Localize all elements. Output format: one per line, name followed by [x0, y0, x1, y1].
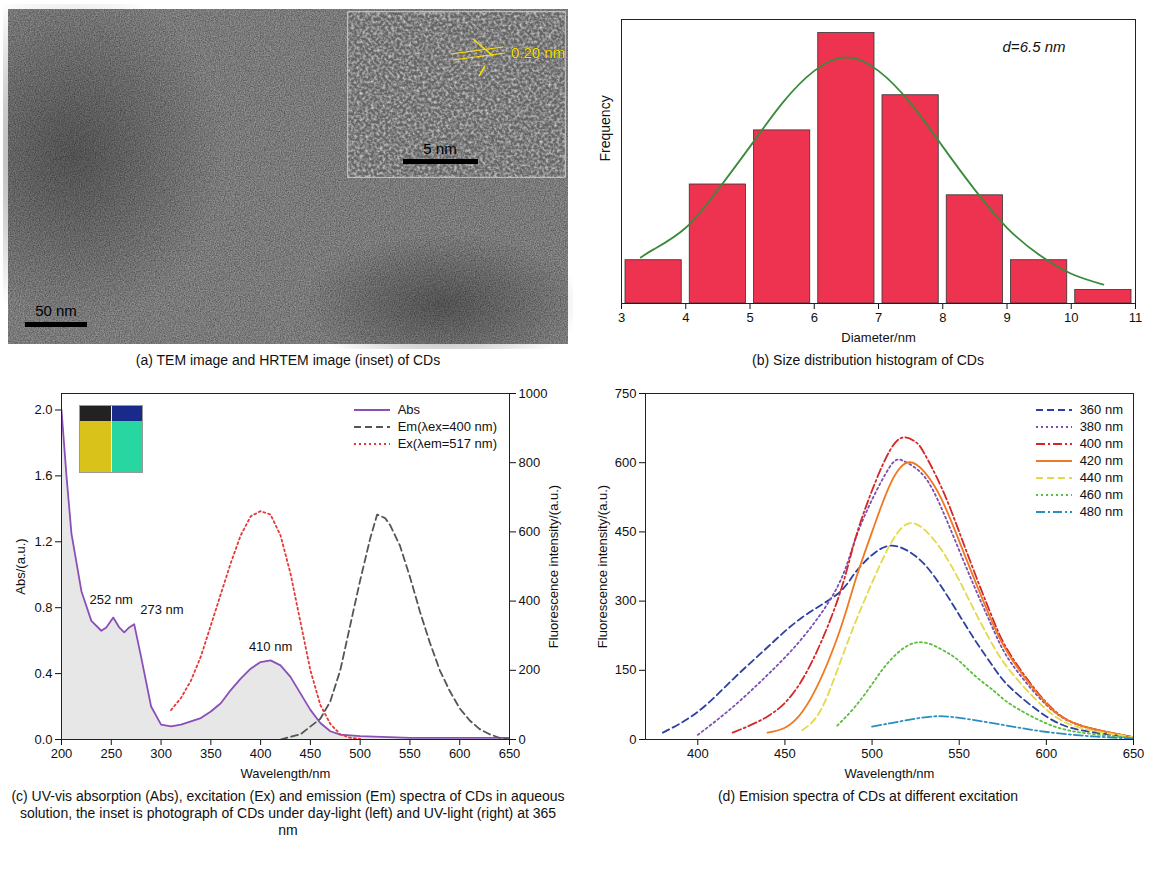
svg-text:Fluorescence intensity/(a.u.): Fluorescence intensity/(a.u.) — [546, 485, 561, 648]
svg-text:450: 450 — [615, 524, 637, 539]
svg-text:650: 650 — [1123, 746, 1145, 761]
svg-text:200: 200 — [519, 662, 541, 677]
svg-text:Fluorescence intensity/(a.u.): Fluorescence intensity/(a.u.) — [595, 485, 610, 648]
svg-text:11: 11 — [1129, 310, 1143, 325]
html-text:400 nm: 400 nm — [1079, 436, 1123, 451]
svg-text:150: 150 — [615, 662, 637, 677]
svg-text:4: 4 — [682, 310, 689, 325]
svg-text:Wavelength/nm: Wavelength/nm — [241, 766, 331, 781]
html-text:Ex(λem=517 nm): Ex(λem=517 nm) — [397, 436, 497, 451]
svg-text:500: 500 — [349, 746, 371, 761]
svg-text:200: 200 — [51, 746, 73, 761]
svg-text:400: 400 — [687, 746, 709, 761]
svg-text:600: 600 — [519, 524, 541, 539]
svg-text:600: 600 — [449, 746, 471, 761]
svg-text:0.20 nm: 0.20 nm — [511, 44, 565, 61]
svg-text:250: 250 — [100, 746, 122, 761]
svg-text:550: 550 — [399, 746, 421, 761]
svg-text:0: 0 — [519, 732, 526, 747]
svg-text:3: 3 — [618, 310, 625, 325]
svg-text:1000: 1000 — [519, 386, 548, 401]
html-text:420 nm: 420 nm — [1079, 453, 1123, 468]
svg-text:400: 400 — [519, 593, 541, 608]
svg-text:550: 550 — [948, 746, 970, 761]
svg-text:350: 350 — [200, 746, 222, 761]
svg-text:0.8: 0.8 — [34, 600, 52, 615]
html-text:Abs: Abs — [397, 402, 421, 417]
svg-text:400: 400 — [250, 746, 272, 761]
svg-text:8: 8 — [939, 310, 946, 325]
svg-text:0.0: 0.0 — [34, 732, 52, 747]
svg-text:450: 450 — [774, 746, 796, 761]
svg-text:1.2: 1.2 — [34, 534, 52, 549]
html-text:460 nm: 460 nm — [1079, 487, 1123, 502]
svg-text:Diameter/nm: Diameter/nm — [841, 330, 915, 345]
svg-text:Frequency: Frequency — [597, 95, 613, 161]
svg-text:0.4: 0.4 — [34, 666, 52, 681]
html-text:(d) Emision spectra of CDs at: (d) Emision spectra of CDs at different … — [718, 788, 1018, 804]
svg-text:5: 5 — [746, 310, 753, 325]
html-text:360 nm: 360 nm — [1079, 402, 1123, 417]
svg-text:650: 650 — [499, 746, 521, 761]
svg-text:5 nm: 5 nm — [423, 140, 456, 157]
html-text:(b) Size distribution histogra: (b) Size distribution histogram of CDs — [752, 352, 984, 368]
html-text:(c) UV-vis absorption (Abs), e: (c) UV-vis absorption (Abs), excitation … — [11, 788, 565, 838]
html-text:Em(λex=400 nm): Em(λex=400 nm) — [397, 419, 497, 434]
svg-text:273 nm: 273 nm — [140, 602, 183, 617]
svg-text:d=6.5 nm: d=6.5 nm — [1003, 38, 1066, 55]
svg-text:0: 0 — [629, 732, 636, 747]
html-text:(a) TEM image and HRTEM image: (a) TEM image and HRTEM image (inset) of… — [135, 352, 441, 368]
svg-text:252 nm: 252 nm — [90, 592, 133, 607]
svg-text:Abs/(a.u.): Abs/(a.u.) — [13, 538, 28, 594]
svg-text:300: 300 — [150, 746, 172, 761]
svg-text:500: 500 — [861, 746, 883, 761]
svg-text:7: 7 — [875, 310, 882, 325]
svg-text:450: 450 — [300, 746, 322, 761]
svg-text:2.0: 2.0 — [34, 402, 52, 417]
svg-text:6: 6 — [811, 310, 818, 325]
svg-text:10: 10 — [1064, 310, 1078, 325]
html-text:380 nm: 380 nm — [1079, 419, 1123, 434]
svg-text:9: 9 — [1003, 310, 1010, 325]
svg-text:600: 600 — [615, 455, 637, 470]
svg-text:410 nm: 410 nm — [249, 639, 292, 654]
svg-text:Wavelength/nm: Wavelength/nm — [845, 766, 935, 781]
svg-text:1.6: 1.6 — [34, 468, 52, 483]
svg-text:50 nm: 50 nm — [35, 302, 77, 319]
svg-text:600: 600 — [1036, 746, 1058, 761]
svg-text:750: 750 — [615, 386, 637, 401]
html-text:440 nm: 440 nm — [1079, 470, 1123, 485]
svg-text:300: 300 — [615, 593, 637, 608]
html-text:480 nm: 480 nm — [1079, 504, 1123, 519]
svg-text:800: 800 — [519, 455, 541, 470]
